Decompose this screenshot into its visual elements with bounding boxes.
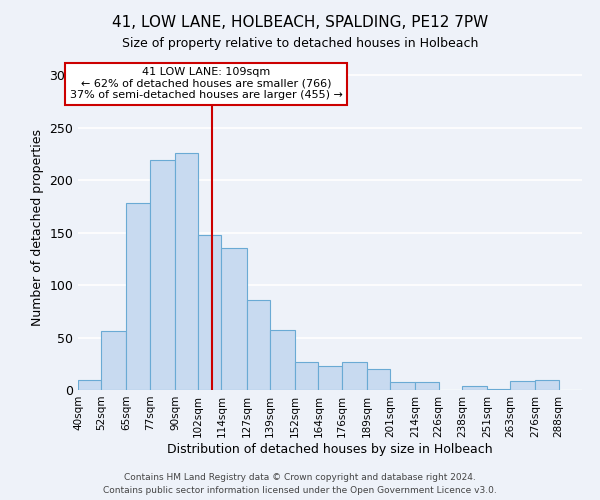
- Bar: [415, 382, 439, 390]
- Bar: [78, 380, 101, 390]
- Bar: [270, 330, 295, 390]
- Bar: [341, 362, 367, 390]
- Bar: [510, 380, 535, 390]
- Bar: [101, 332, 127, 390]
- Bar: [487, 389, 510, 390]
- Text: Contains HM Land Registry data © Crown copyright and database right 2024.: Contains HM Land Registry data © Crown c…: [124, 472, 476, 482]
- Bar: [198, 235, 221, 390]
- Bar: [127, 204, 150, 390]
- Text: Size of property relative to detached houses in Holbeach: Size of property relative to detached ho…: [122, 38, 478, 51]
- Bar: [390, 382, 415, 390]
- Text: 41 LOW LANE: 109sqm
← 62% of detached houses are smaller (766)
37% of semi-detac: 41 LOW LANE: 109sqm ← 62% of detached ho…: [70, 67, 343, 100]
- Text: Contains public sector information licensed under the Open Government Licence v3: Contains public sector information licen…: [103, 486, 497, 495]
- Text: 41, LOW LANE, HOLBEACH, SPALDING, PE12 7PW: 41, LOW LANE, HOLBEACH, SPALDING, PE12 7…: [112, 15, 488, 30]
- Bar: [462, 386, 487, 390]
- Bar: [150, 160, 175, 390]
- Bar: [535, 380, 559, 390]
- Bar: [295, 362, 319, 390]
- Y-axis label: Number of detached properties: Number of detached properties: [31, 129, 44, 326]
- Bar: [221, 248, 247, 390]
- X-axis label: Distribution of detached houses by size in Holbeach: Distribution of detached houses by size …: [167, 442, 493, 456]
- Bar: [367, 369, 390, 390]
- Bar: [247, 300, 270, 390]
- Bar: [175, 153, 198, 390]
- Bar: [319, 366, 341, 390]
